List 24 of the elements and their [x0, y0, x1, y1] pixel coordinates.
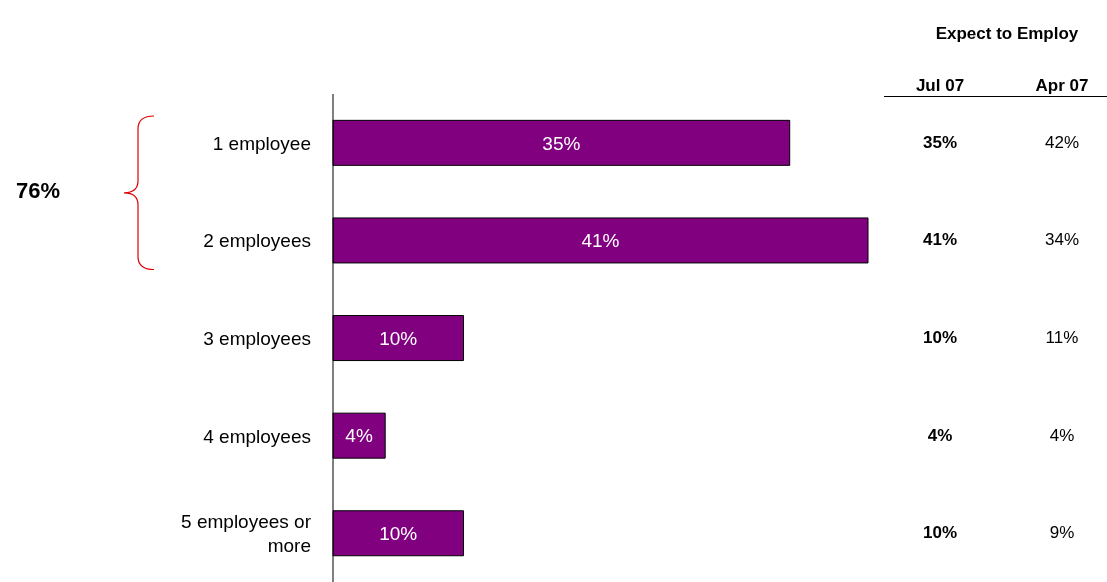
y-tick-label: 3 employees	[203, 328, 311, 349]
y-tick-label: 1 employee	[212, 132, 311, 154]
data-label: 10%	[922, 328, 958, 348]
text: 4%	[345, 425, 373, 447]
text: 42%	[1044, 132, 1080, 153]
y-tick-label: 2 employees	[203, 230, 311, 252]
data-label: 35%	[922, 132, 958, 153]
text: 35%	[542, 132, 581, 154]
data-label: 4%	[926, 425, 954, 446]
text: 4%	[1048, 425, 1076, 446]
text: Expect to Employ	[934, 24, 1080, 44]
text: Apr 07	[1034, 76, 1090, 96]
text: 41%	[581, 230, 620, 252]
y-tick-label: 5 employees or more	[181, 511, 312, 557]
y-tick-label: 4 employees	[203, 425, 311, 447]
text: 76%	[16, 177, 61, 204]
text: 10%	[379, 327, 418, 349]
data-label: 10%	[922, 523, 958, 544]
text: 11%	[1044, 328, 1080, 348]
text: 34%	[1044, 230, 1080, 251]
text: 9%	[1048, 523, 1076, 544]
text: 10%	[379, 523, 418, 544]
data-label: 41%	[922, 230, 958, 251]
text: Jul 07	[914, 76, 966, 96]
